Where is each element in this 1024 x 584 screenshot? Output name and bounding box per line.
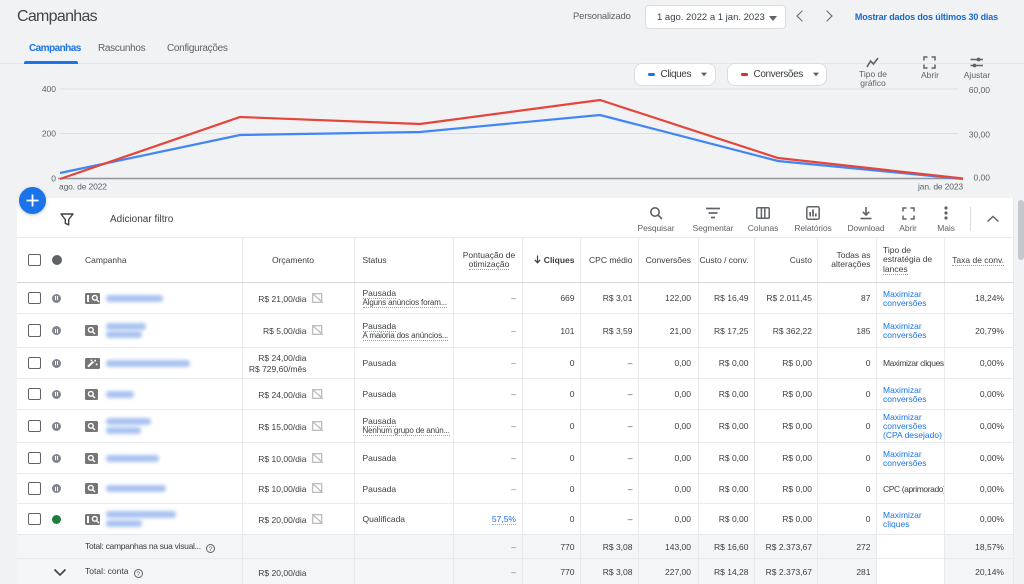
svg-text:jan. de 2023: jan. de 2023: [917, 182, 963, 192]
svg-text:30,00: 30,00: [969, 130, 991, 140]
svg-text:60,00: 60,00: [969, 85, 991, 95]
svg-text:0: 0: [51, 174, 56, 184]
svg-text:400: 400: [42, 84, 56, 94]
svg-text:ago. de 2022: ago. de 2022: [59, 182, 107, 192]
svg-text:200: 200: [42, 129, 56, 139]
svg-text:0,00: 0,00: [973, 173, 990, 183]
